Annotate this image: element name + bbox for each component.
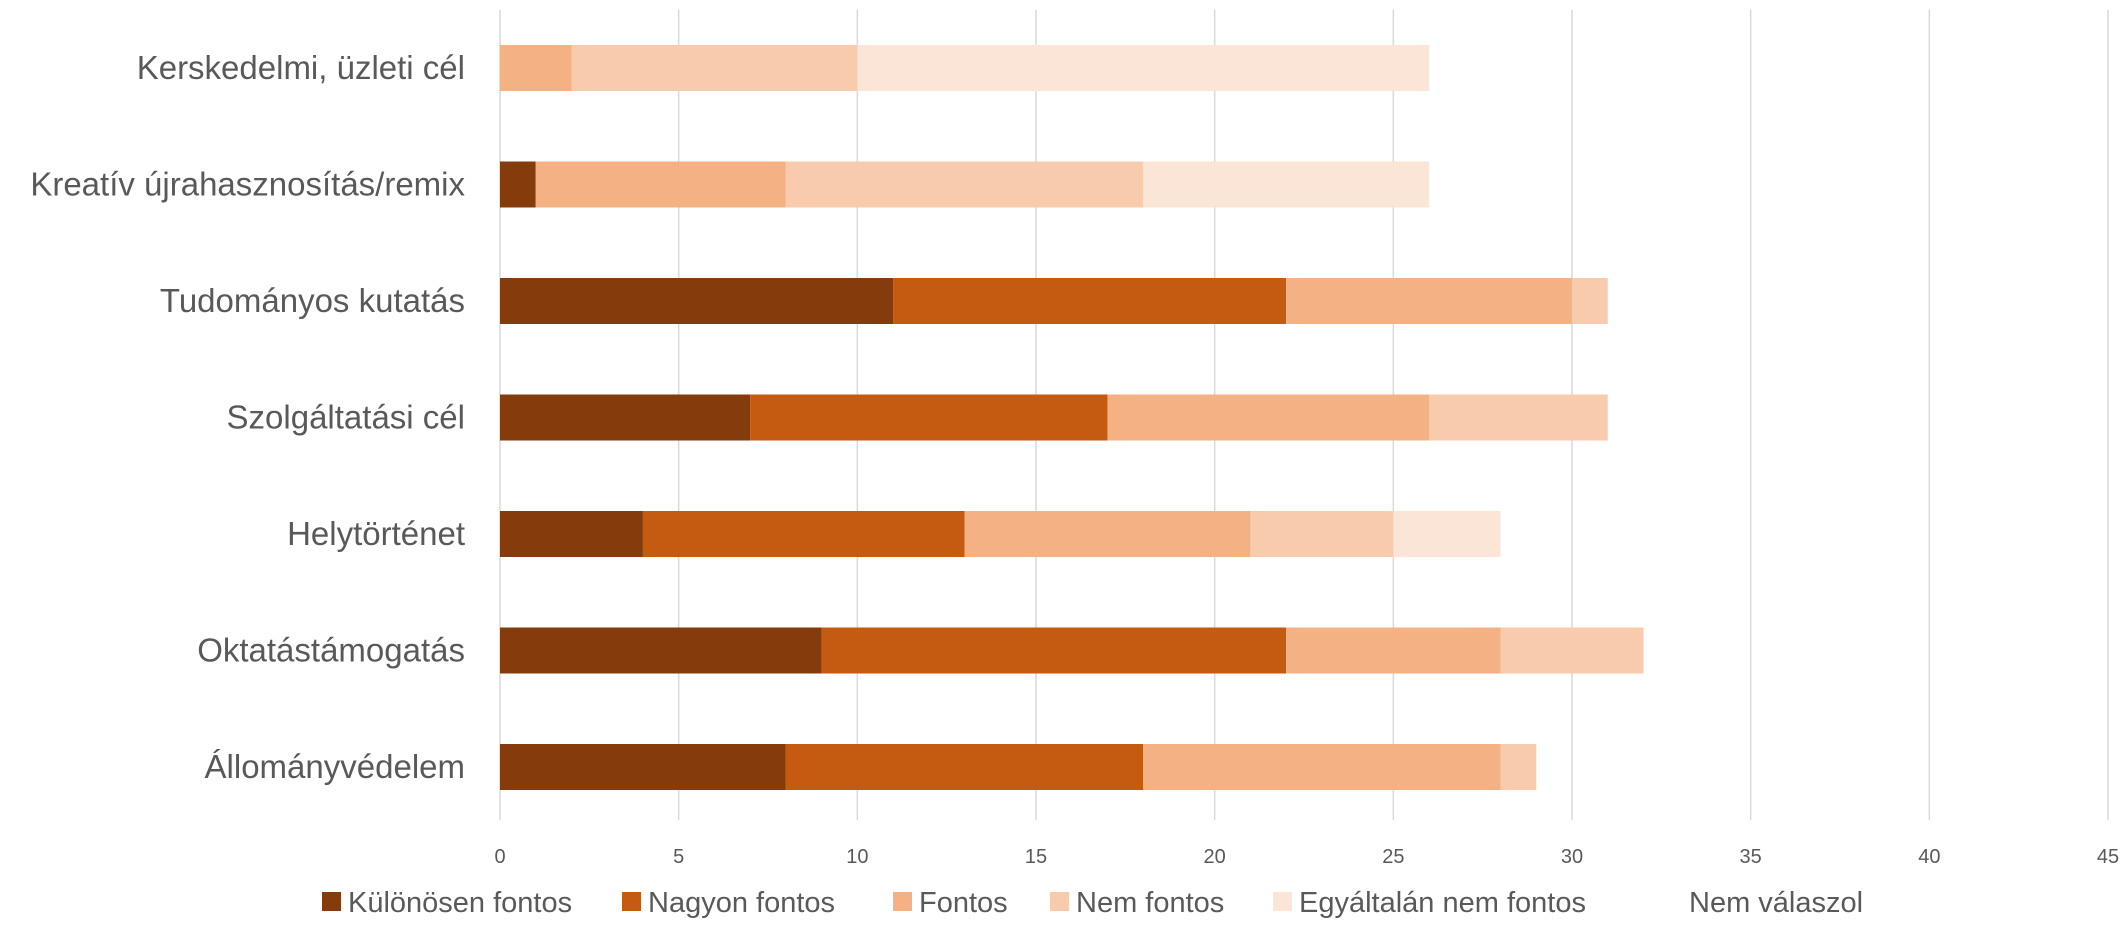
- bar-segment: [1143, 744, 1501, 790]
- x-tick-label: 25: [1382, 846, 1404, 868]
- bar-segment: [1572, 278, 1608, 324]
- category-label: Állományvédelem: [205, 748, 465, 785]
- category-label: Kreatív újrahasznosítás/remix: [30, 166, 465, 203]
- bar-segment: [1393, 511, 1501, 557]
- bar-segment: [785, 161, 1144, 208]
- bar-segment: [535, 161, 786, 208]
- bar-segment: [500, 511, 643, 557]
- bar-segment: [785, 744, 1144, 790]
- legend-label: Különösen fontos: [348, 887, 572, 919]
- legend-label: Fontos: [919, 887, 1008, 919]
- legend-label: Nem fontos: [1076, 887, 1224, 919]
- category-label: Kerskedelmi, üzleti cél: [137, 49, 465, 86]
- category-label: Oktatástámogatás: [197, 632, 465, 669]
- bar-segment: [1143, 161, 1430, 208]
- bar-segment: [500, 744, 786, 790]
- bar-segment: [500, 161, 536, 208]
- x-tick-label: 5: [673, 846, 684, 868]
- category-label: Szolgáltatási cél: [227, 399, 465, 436]
- bar-segment: [500, 278, 894, 324]
- x-tick-label: 20: [1204, 846, 1226, 868]
- x-tick-label: 30: [1561, 846, 1583, 868]
- category-label: Tudományos kutatás: [160, 282, 465, 319]
- bar-segment: [571, 45, 858, 91]
- bar-segment: [1500, 627, 1644, 674]
- legend-label: Nem válaszol: [1689, 887, 1863, 919]
- bar-segment: [1429, 394, 1608, 441]
- legend: Különösen fontos Nagyon fontos Fontos Nem f…: [322, 887, 1863, 919]
- bar-segment: [500, 45, 572, 91]
- bar-segment: [500, 394, 751, 441]
- bar-segment: [893, 278, 1287, 324]
- bar-segment: [1500, 744, 1537, 790]
- x-tick-label: 15: [1025, 846, 1047, 868]
- legend-label: Egyáltalán nem fontos: [1299, 887, 1586, 919]
- bar-segment: [821, 627, 1287, 674]
- category-labels: Kerskedelmi, üzleti cél Kreatív újrahaszn…: [30, 49, 465, 785]
- category-label: Helytörténet: [287, 515, 465, 552]
- bar-segment: [750, 394, 1108, 441]
- bar-segment: [1107, 394, 1430, 441]
- x-tick-label: 45: [2097, 846, 2119, 868]
- bar-segment: [857, 45, 1430, 91]
- bar-segment: [1286, 627, 1501, 674]
- x-tick-label: 10: [846, 846, 868, 868]
- legend-swatch: [322, 892, 341, 911]
- x-tick-label: 0: [494, 846, 505, 868]
- x-tick-labels: 0 5 10 15 20 25 30 35 40 45: [494, 846, 2119, 868]
- legend-swatch: [1273, 892, 1292, 911]
- bar-segment: [964, 511, 1251, 557]
- bar-segment: [1250, 511, 1394, 557]
- bar-segment: [500, 627, 822, 674]
- legend-label: Nagyon fontos: [648, 887, 835, 919]
- bars: [500, 45, 1644, 790]
- bar-segment: [642, 511, 965, 557]
- legend-swatch: [622, 892, 641, 911]
- x-tick-label: 35: [1740, 846, 1762, 868]
- x-tick-label: 40: [1918, 846, 1940, 868]
- bar-segment: [1286, 278, 1572, 324]
- legend-swatch: [893, 892, 912, 911]
- legend-swatch: [1050, 892, 1069, 911]
